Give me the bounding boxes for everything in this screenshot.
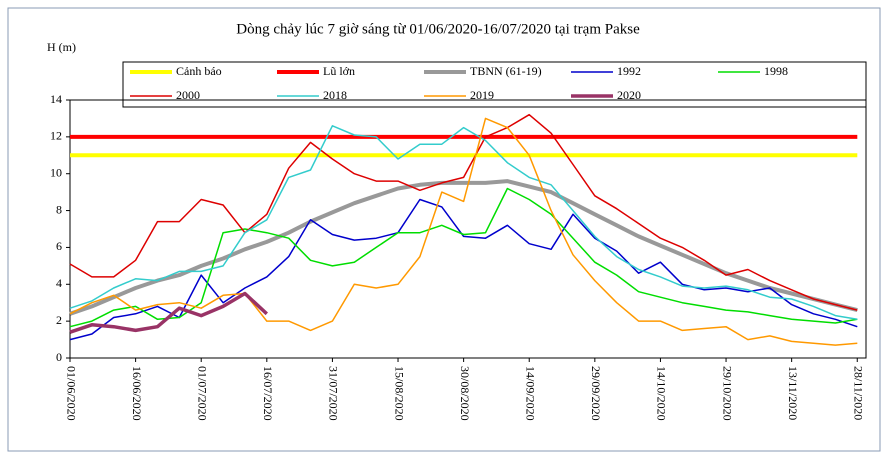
x-tick-label: 01/07/2020 [195,366,209,421]
series-line [69,198,858,341]
y-tick-label: 12 [50,129,62,143]
y-tick-label: 2 [56,313,62,327]
legend-label: TBNN (61-19) [470,64,542,78]
series-line [69,179,858,316]
x-tick-label: 15/08/2020 [392,366,406,421]
series-line [69,291,268,334]
series-line [69,125,858,321]
y-tick-label: 14 [50,92,62,106]
x-tick-label: 16/06/2020 [130,366,144,421]
chart-title: Dòng chảy lúc 7 giờ sáng từ 01/06/2020-1… [236,21,640,37]
series-line [69,113,858,311]
x-tick-label: 14/10/2020 [655,366,669,421]
legend-label: 2000 [176,88,200,102]
y-tick-label: 0 [56,350,62,364]
y-tick-label: 10 [50,165,62,179]
legend-label: Lũ lớn [323,64,355,78]
legend-label: 1992 [617,64,641,78]
legend-label: Cảnh báo [176,64,222,78]
x-tick-label: 29/09/2020 [589,366,603,421]
y-tick-label: 6 [56,239,62,253]
x-tick-label: 13/11/2020 [786,366,800,420]
x-tick-label: 28/11/2020 [852,366,866,420]
series-line [69,117,858,346]
x-tick-label: 30/08/2020 [458,366,472,421]
x-tick-label: 14/09/2020 [523,366,537,421]
y-tick-label: 4 [56,276,62,290]
x-tick-label: 29/10/2020 [720,366,734,421]
x-tick-label: 01/06/2020 [64,366,78,421]
legend-label: 2018 [323,88,347,102]
legend-label: 1998 [764,64,788,78]
legend-label: 2019 [470,88,494,102]
plot-area [69,99,867,359]
series-line [69,187,858,328]
x-tick-label: 16/07/2020 [261,366,275,421]
legend-label: 2020 [617,88,641,102]
y-tick-label: 8 [56,202,62,216]
x-tick-label: 31/07/2020 [327,366,341,421]
y-axis-label: H (m) [47,40,76,54]
